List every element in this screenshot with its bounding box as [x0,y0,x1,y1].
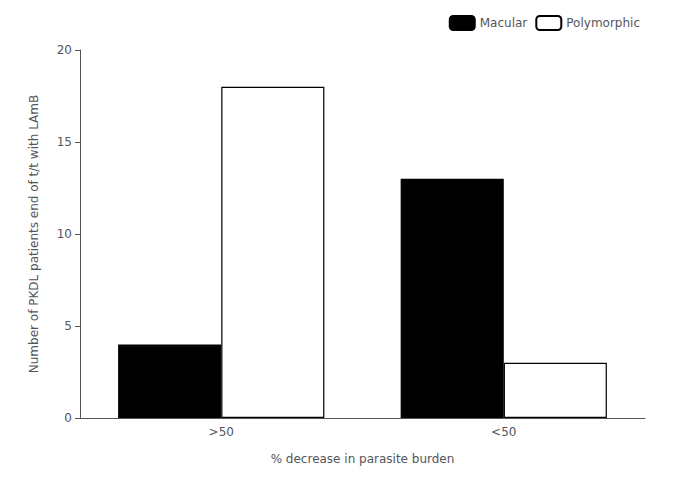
svg-text:15: 15 [57,135,72,149]
svg-text:Macular: Macular [480,16,528,30]
svg-text:0: 0 [64,411,72,425]
svg-text:<50: <50 [491,425,516,439]
svg-text:5: 5 [64,319,72,333]
svg-text:Polymorphic: Polymorphic [566,16,640,30]
svg-text:Number of PKDL patients end of: Number of PKDL patients end of t/t with … [27,95,41,373]
svg-text:% decrease in parasite burden: % decrease in parasite burden [271,452,455,466]
svg-text:>50: >50 [209,425,234,439]
svg-text:20: 20 [57,43,72,57]
svg-text:10: 10 [57,227,72,241]
